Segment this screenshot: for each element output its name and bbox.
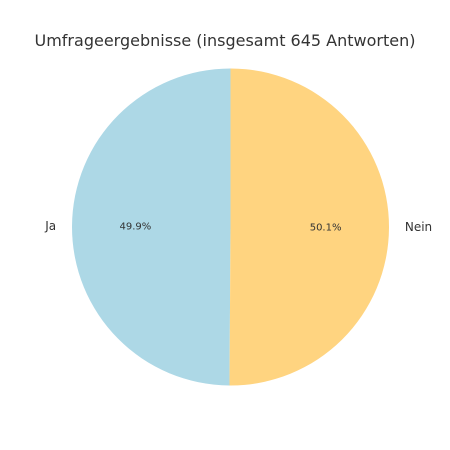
percent-label-nein: 50.1% (310, 222, 342, 233)
percent-label-ja: 49.9% (120, 222, 152, 233)
slice-label-nein: Nein (405, 220, 432, 234)
slice-label-ja: Ja (44, 219, 56, 233)
pie-slice-nein (229, 68, 390, 386)
chart-title: Umfrageergebnisse (insgesamt 645 Antwort… (34, 31, 416, 50)
pie-slice-ja (72, 68, 231, 386)
